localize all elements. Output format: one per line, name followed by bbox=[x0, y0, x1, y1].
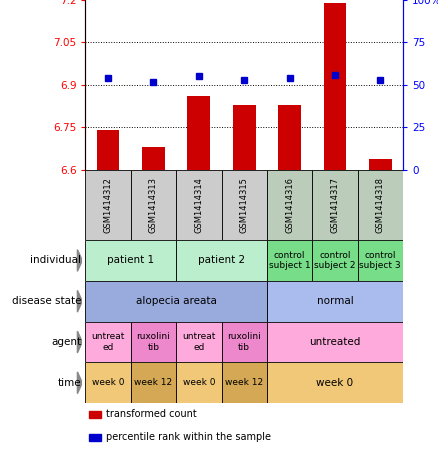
Text: time: time bbox=[57, 378, 81, 388]
Text: alopecia areata: alopecia areata bbox=[136, 296, 216, 306]
Text: agent: agent bbox=[51, 337, 81, 347]
Bar bbox=[324, 3, 346, 170]
Text: week 12: week 12 bbox=[225, 378, 263, 387]
Text: control
subject 2: control subject 2 bbox=[314, 251, 356, 270]
Polygon shape bbox=[78, 372, 82, 394]
Text: GSM1414318: GSM1414318 bbox=[376, 177, 385, 233]
Text: week 0: week 0 bbox=[316, 378, 353, 388]
Text: ruxolini
tib: ruxolini tib bbox=[137, 333, 170, 352]
Bar bbox=[176, 362, 222, 403]
Text: control
subject 1: control subject 1 bbox=[269, 251, 311, 270]
Text: individual: individual bbox=[30, 255, 81, 265]
Bar bbox=[85, 240, 176, 281]
Bar bbox=[187, 96, 210, 170]
Bar bbox=[278, 105, 301, 170]
Text: untreated: untreated bbox=[309, 337, 360, 347]
Bar bbox=[267, 240, 312, 281]
Text: patient 2: patient 2 bbox=[198, 255, 245, 265]
Bar bbox=[267, 281, 403, 322]
Bar bbox=[369, 159, 392, 170]
Text: transformed count: transformed count bbox=[106, 410, 197, 419]
Text: GSM1414316: GSM1414316 bbox=[285, 177, 294, 233]
Polygon shape bbox=[78, 290, 82, 312]
Bar bbox=[176, 170, 222, 240]
Text: percentile rank within the sample: percentile rank within the sample bbox=[106, 432, 271, 442]
Text: GSM1414313: GSM1414313 bbox=[149, 177, 158, 233]
Bar bbox=[85, 362, 131, 403]
Text: GSM1414314: GSM1414314 bbox=[194, 177, 203, 233]
Text: week 0: week 0 bbox=[92, 378, 124, 387]
Text: week 12: week 12 bbox=[134, 378, 173, 387]
Bar bbox=[233, 105, 255, 170]
Bar bbox=[222, 322, 267, 362]
Bar bbox=[85, 170, 131, 240]
Text: patient 1: patient 1 bbox=[107, 255, 154, 265]
Text: untreat
ed: untreat ed bbox=[92, 333, 125, 352]
Bar bbox=[267, 362, 403, 403]
Polygon shape bbox=[78, 331, 82, 353]
Bar bbox=[85, 281, 267, 322]
Text: GSM1414315: GSM1414315 bbox=[240, 177, 249, 233]
Bar bbox=[357, 170, 403, 240]
Bar bbox=[97, 130, 120, 170]
Bar bbox=[176, 240, 267, 281]
Bar bbox=[312, 240, 357, 281]
Text: GSM1414317: GSM1414317 bbox=[330, 177, 339, 233]
Bar bbox=[131, 322, 176, 362]
Bar bbox=[88, 434, 101, 441]
Bar bbox=[267, 322, 403, 362]
Text: control
subject 3: control subject 3 bbox=[360, 251, 401, 270]
Text: week 0: week 0 bbox=[183, 378, 215, 387]
Bar bbox=[312, 170, 357, 240]
Bar bbox=[142, 147, 165, 170]
Polygon shape bbox=[78, 250, 82, 271]
Bar bbox=[88, 411, 101, 418]
Text: ruxolini
tib: ruxolini tib bbox=[227, 333, 261, 352]
Text: untreat
ed: untreat ed bbox=[182, 333, 215, 352]
Bar bbox=[131, 170, 176, 240]
Bar bbox=[267, 170, 312, 240]
Bar bbox=[85, 322, 131, 362]
Text: disease state: disease state bbox=[11, 296, 81, 306]
Text: normal: normal bbox=[317, 296, 353, 306]
Bar bbox=[222, 170, 267, 240]
Bar bbox=[176, 322, 222, 362]
Bar bbox=[222, 362, 267, 403]
Bar bbox=[131, 362, 176, 403]
Text: GSM1414312: GSM1414312 bbox=[104, 177, 113, 233]
Bar bbox=[357, 240, 403, 281]
